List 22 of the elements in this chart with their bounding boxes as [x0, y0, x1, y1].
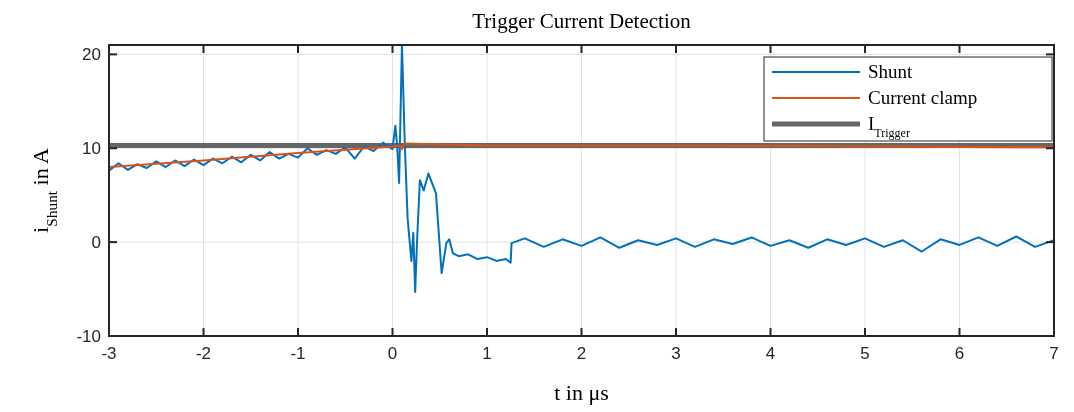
x-tick-label: -2 — [195, 344, 212, 363]
x-tick-label: 5 — [860, 344, 870, 363]
legend-label: Current clamp — [868, 87, 978, 108]
line-series — [109, 45, 1054, 293]
y-tick-label: 0 — [91, 233, 101, 253]
chart-title: Trigger Current Detection — [472, 9, 692, 33]
x-tick-label: -3 — [101, 344, 117, 363]
x-tick-label: 6 — [954, 344, 965, 363]
x-tick-label: 3 — [671, 344, 681, 363]
x-tick-label: -1 — [290, 344, 306, 363]
legend-label: Shunt — [868, 61, 914, 82]
x-tick-label: 7 — [1049, 344, 1059, 363]
line-series — [109, 142, 1054, 169]
x-axis-title: t in μs — [554, 380, 609, 405]
x-tick-label: 0 — [387, 344, 398, 363]
x-tick-label: 1 — [482, 344, 492, 363]
y-tick-label: -10 — [76, 327, 101, 346]
y-tick-label: 10 — [82, 139, 101, 159]
x-tick-label: 4 — [765, 344, 776, 363]
x-tick-label: 2 — [576, 344, 587, 363]
legend-label: I$_{Trigger}$ — [868, 113, 910, 140]
y-tick-label: 20 — [82, 45, 101, 65]
